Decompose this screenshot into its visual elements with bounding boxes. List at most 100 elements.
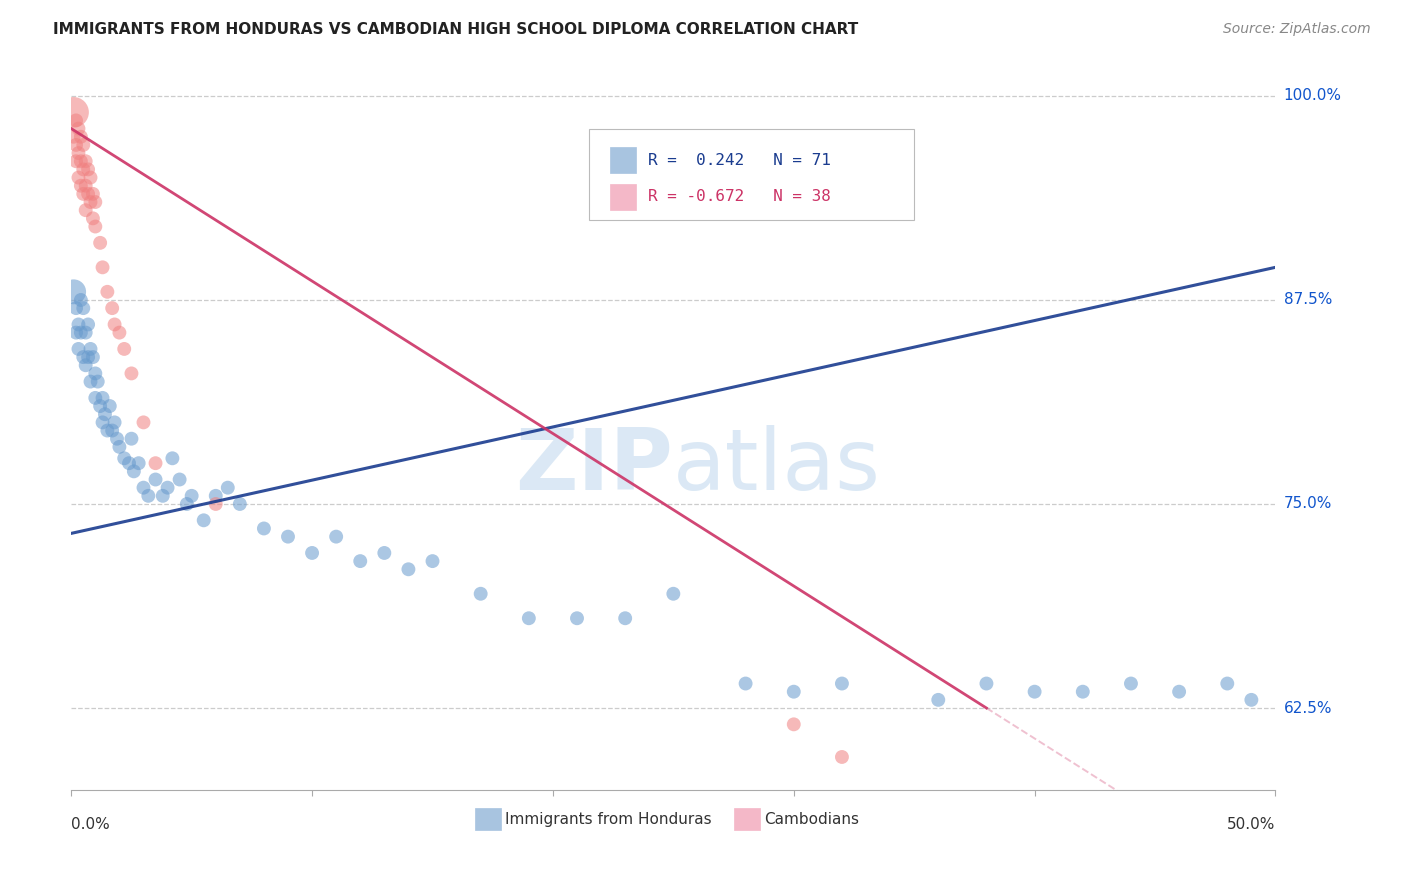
Point bbox=[75, 154, 97, 169]
Point bbox=[422, 554, 444, 568]
Point bbox=[65, 113, 87, 128]
Point bbox=[132, 416, 155, 430]
Point bbox=[396, 562, 419, 576]
Point bbox=[1071, 684, 1094, 698]
Point bbox=[72, 301, 94, 315]
Point bbox=[70, 293, 93, 307]
Point bbox=[65, 154, 87, 169]
Point bbox=[1240, 693, 1263, 707]
Point bbox=[72, 350, 94, 364]
Point bbox=[1119, 676, 1142, 690]
Point bbox=[75, 326, 97, 340]
Point bbox=[108, 440, 131, 454]
Point bbox=[325, 530, 347, 544]
Point bbox=[70, 129, 93, 144]
Point bbox=[67, 342, 90, 356]
Text: 0.0%: 0.0% bbox=[72, 817, 110, 832]
Text: Source: ZipAtlas.com: Source: ZipAtlas.com bbox=[1223, 22, 1371, 37]
Point bbox=[783, 684, 806, 698]
Point bbox=[101, 301, 124, 315]
Point bbox=[180, 489, 202, 503]
Point bbox=[927, 693, 949, 707]
Point bbox=[72, 186, 94, 201]
Point bbox=[79, 375, 101, 389]
Point bbox=[1024, 684, 1046, 698]
Text: R = -0.672   N = 38: R = -0.672 N = 38 bbox=[648, 189, 831, 204]
Point bbox=[98, 399, 121, 413]
Point bbox=[67, 146, 90, 161]
Point bbox=[79, 170, 101, 185]
Point bbox=[136, 489, 159, 503]
Point bbox=[831, 676, 853, 690]
Point bbox=[62, 285, 84, 299]
Point bbox=[82, 211, 104, 226]
Point bbox=[120, 367, 142, 381]
Point bbox=[77, 350, 100, 364]
Point bbox=[614, 611, 637, 625]
Point bbox=[169, 473, 191, 487]
Point bbox=[84, 194, 107, 209]
Point bbox=[128, 456, 150, 470]
Point bbox=[91, 391, 114, 405]
Text: ZIP: ZIP bbox=[516, 425, 673, 508]
Point bbox=[89, 235, 111, 250]
Text: 50.0%: 50.0% bbox=[1227, 817, 1275, 832]
Text: 87.5%: 87.5% bbox=[1284, 293, 1331, 308]
Text: Immigrants from Honduras: Immigrants from Honduras bbox=[505, 812, 711, 827]
Point bbox=[112, 451, 135, 466]
Point bbox=[77, 186, 100, 201]
Point bbox=[104, 416, 127, 430]
Point bbox=[70, 178, 93, 193]
Point bbox=[62, 129, 84, 144]
Point bbox=[118, 456, 141, 470]
Point bbox=[89, 399, 111, 413]
Point bbox=[65, 301, 87, 315]
Point bbox=[349, 554, 371, 568]
Point bbox=[96, 285, 118, 299]
Point bbox=[565, 611, 588, 625]
Text: Cambodians: Cambodians bbox=[763, 812, 859, 827]
Bar bbox=[610, 147, 636, 173]
Point bbox=[176, 497, 198, 511]
Text: 75.0%: 75.0% bbox=[1284, 497, 1331, 511]
Point bbox=[96, 424, 118, 438]
Point bbox=[75, 203, 97, 218]
Point bbox=[62, 105, 84, 120]
Point bbox=[82, 350, 104, 364]
Point bbox=[101, 424, 124, 438]
Point bbox=[783, 717, 806, 731]
Point bbox=[229, 497, 252, 511]
Point bbox=[112, 342, 135, 356]
Point bbox=[70, 154, 93, 169]
Point bbox=[84, 219, 107, 234]
Point bbox=[65, 326, 87, 340]
Point bbox=[84, 391, 107, 405]
Point bbox=[75, 358, 97, 372]
Point bbox=[75, 178, 97, 193]
Point bbox=[122, 464, 145, 478]
Point bbox=[108, 326, 131, 340]
Point bbox=[82, 186, 104, 201]
Point bbox=[831, 750, 853, 764]
Text: IMMIGRANTS FROM HONDURAS VS CAMBODIAN HIGH SCHOOL DIPLOMA CORRELATION CHART: IMMIGRANTS FROM HONDURAS VS CAMBODIAN HI… bbox=[53, 22, 859, 37]
Point bbox=[87, 375, 110, 389]
Point bbox=[373, 546, 395, 560]
Point bbox=[204, 489, 226, 503]
Point bbox=[162, 451, 184, 466]
Point bbox=[105, 432, 128, 446]
Point bbox=[193, 513, 215, 527]
Point bbox=[145, 456, 167, 470]
Point bbox=[253, 521, 276, 535]
Point bbox=[217, 481, 239, 495]
Point bbox=[77, 318, 100, 332]
Point bbox=[72, 137, 94, 152]
Point bbox=[72, 162, 94, 177]
Point bbox=[65, 137, 87, 152]
Point bbox=[79, 342, 101, 356]
Point bbox=[277, 530, 299, 544]
Text: R =  0.242   N = 71: R = 0.242 N = 71 bbox=[648, 153, 831, 168]
Point bbox=[94, 407, 117, 421]
Point bbox=[84, 367, 107, 381]
Point bbox=[104, 318, 127, 332]
Point bbox=[470, 587, 492, 601]
